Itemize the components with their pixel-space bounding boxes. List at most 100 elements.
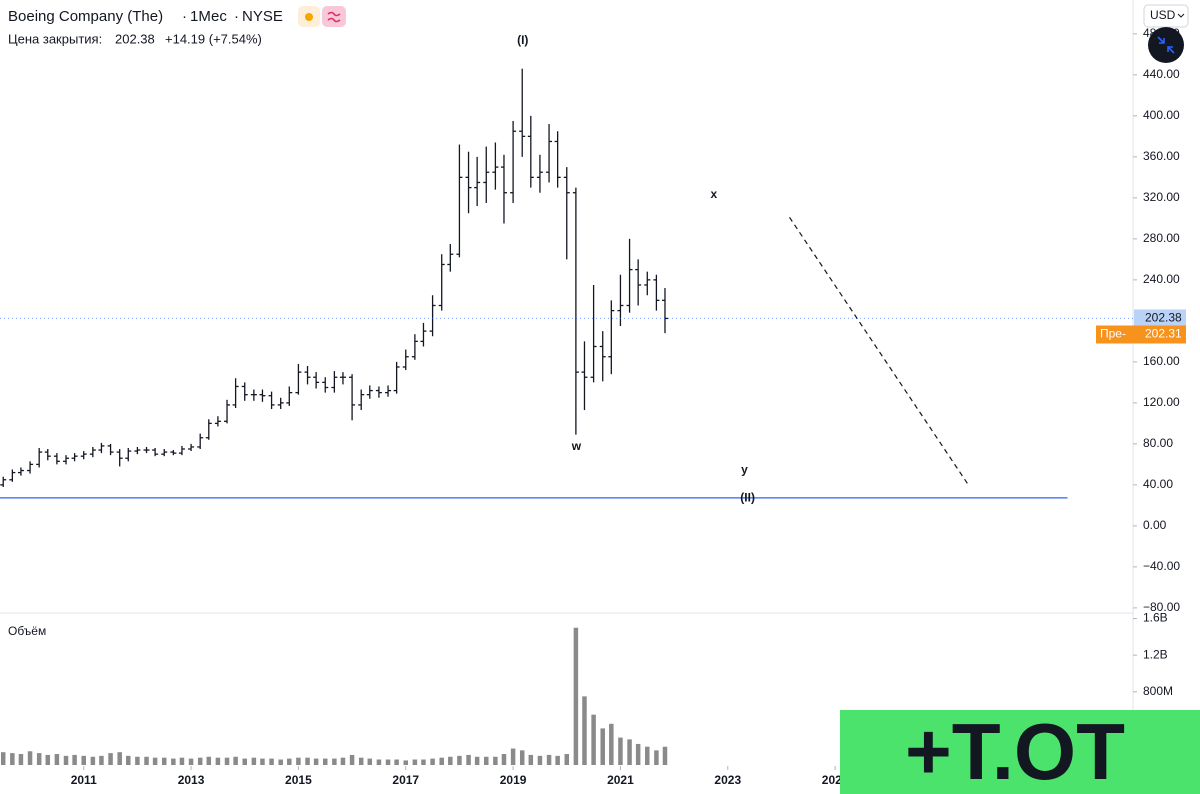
collapse-button[interactable]: [1148, 27, 1184, 63]
volume-bar: [171, 758, 176, 765]
volume-bar: [296, 757, 301, 765]
volume-bar: [36, 753, 42, 765]
volume-bar: [313, 758, 319, 765]
close-value: 202.38: [115, 31, 155, 46]
ext-hours-icon[interactable]: [322, 6, 346, 27]
volume-bar: [573, 627, 579, 765]
volume-bar: [179, 757, 185, 765]
volume-bar: [430, 758, 435, 765]
volume-bar: [528, 754, 534, 765]
volume-bar: [493, 756, 498, 765]
volume-bar: [582, 696, 587, 765]
volume-bar: [466, 754, 471, 765]
y-tick-label: 0.00: [1143, 518, 1167, 532]
drawing-line: [789, 216, 969, 485]
volume-bar: [0, 752, 6, 765]
y-tick-label: 320.00: [1143, 190, 1180, 204]
x-tick-label: 2013: [178, 773, 205, 787]
volume-bar: [394, 759, 399, 765]
volume-bar: [45, 754, 51, 765]
y-tick-label: 280.00: [1143, 231, 1180, 245]
volume-bar: [135, 756, 140, 765]
volume-bar: [510, 748, 516, 765]
interval[interactable]: 1Мес: [190, 8, 227, 25]
y-tick-label: 240.00: [1143, 272, 1180, 286]
volume-bar: [206, 756, 212, 765]
y-tick-label: 120.00: [1143, 395, 1180, 409]
volume-bar: [448, 756, 453, 765]
volume-bar: [662, 746, 668, 765]
x-tick-label: 2017: [392, 773, 419, 787]
volume-bar: [152, 757, 158, 765]
volume-bar: [251, 757, 257, 765]
currency: USD: [1150, 8, 1176, 22]
volume-bar: [224, 757, 230, 765]
volume-bar: [99, 755, 104, 765]
price-label: 202.38: [1145, 311, 1182, 325]
volume-bar: [412, 759, 418, 765]
volume-bar: [144, 756, 149, 765]
symbol: Boeing Company (The): [8, 8, 163, 25]
y-tick-label: 800M: [1143, 684, 1173, 698]
volume-bar: [54, 754, 60, 765]
volume-bar: [278, 759, 283, 765]
volume-bar: [305, 757, 310, 765]
premarket-box: [1096, 325, 1186, 344]
volume-bar: [537, 755, 543, 765]
y-tick-label: −80.00: [1143, 600, 1180, 614]
y-tick-label: 1.6B: [1143, 611, 1168, 625]
collapse-icon: [1157, 36, 1175, 54]
close-label: Цена закрытия:: [8, 31, 102, 46]
volume-bar: [474, 756, 480, 765]
volume-bar: [322, 758, 328, 765]
y-tick-label: 440.00: [1143, 67, 1180, 81]
plot-area: −80.00 −40.00 0.00 40.00 80.00 120.00 160.00 24…: [0, 26, 1186, 787]
x-tick-label: 2019: [500, 773, 527, 787]
volume-bar: [618, 737, 623, 765]
premarket-value: 202.31: [1145, 327, 1182, 341]
volume-bar: [376, 759, 382, 765]
volume-bar: [287, 758, 292, 765]
volume-bar: [63, 755, 69, 765]
wave-icon: [327, 11, 341, 23]
volume-bar: [501, 754, 507, 765]
volume-bar: [635, 743, 641, 765]
volume-bar: [627, 739, 632, 765]
volume-bar: [609, 723, 614, 765]
volume-bar: [340, 757, 346, 765]
volume-bar: [27, 751, 33, 765]
volume-bar: [233, 756, 238, 765]
volume-bar: [546, 754, 552, 765]
volume-bar: [367, 758, 373, 765]
close-change: +14.19 (+7.54%): [165, 31, 262, 46]
volume-bar: [126, 755, 131, 765]
y-tick-label: 1.2B: [1143, 647, 1168, 661]
separator: ·: [182, 8, 187, 25]
x-tick-label: 2015: [285, 773, 312, 787]
wave-label: x: [710, 187, 717, 201]
volume-bar: [242, 758, 247, 765]
volume-bar: [555, 755, 560, 765]
sun-icon: [305, 13, 313, 21]
volume-bar: [188, 758, 194, 765]
watermark-box: [840, 710, 1200, 794]
volume-bar: [81, 755, 86, 765]
price-label-box: [1134, 309, 1186, 328]
volume-bar: [108, 753, 113, 765]
watermark: +T.OT: [905, 707, 1125, 794]
wave-label: (II): [740, 490, 755, 504]
y-tick-label: 400.00: [1143, 108, 1180, 122]
dropdown-icon: [1177, 13, 1185, 18]
exchange: NYSE: [242, 8, 283, 25]
pane-title: Объём: [8, 624, 46, 638]
wave-label: y: [741, 463, 748, 477]
y-tick-label: 360.00: [1143, 149, 1180, 163]
separator: ·: [234, 8, 239, 25]
volume-bar: [349, 754, 355, 765]
y-tick-label: −40.00: [1143, 559, 1180, 573]
y-tick-label: 80.00: [1143, 436, 1173, 450]
volume-bar: [600, 728, 605, 765]
x-tick-label: 2011: [71, 773, 97, 787]
volume-bar: [457, 755, 462, 765]
